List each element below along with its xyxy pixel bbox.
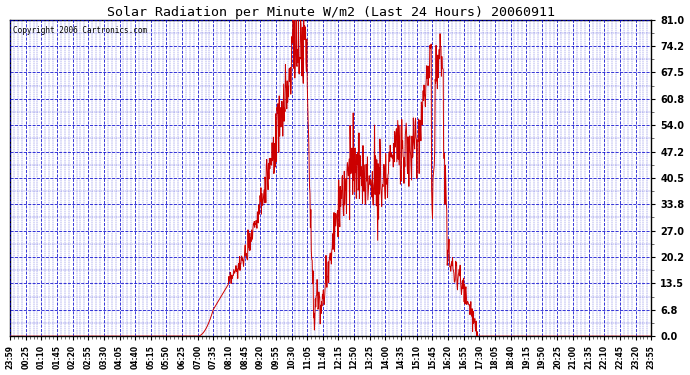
Text: Copyright 2006 Cartronics.com: Copyright 2006 Cartronics.com	[13, 26, 148, 35]
Title: Solar Radiation per Minute W/m2 (Last 24 Hours) 20060911: Solar Radiation per Minute W/m2 (Last 24…	[107, 6, 555, 18]
